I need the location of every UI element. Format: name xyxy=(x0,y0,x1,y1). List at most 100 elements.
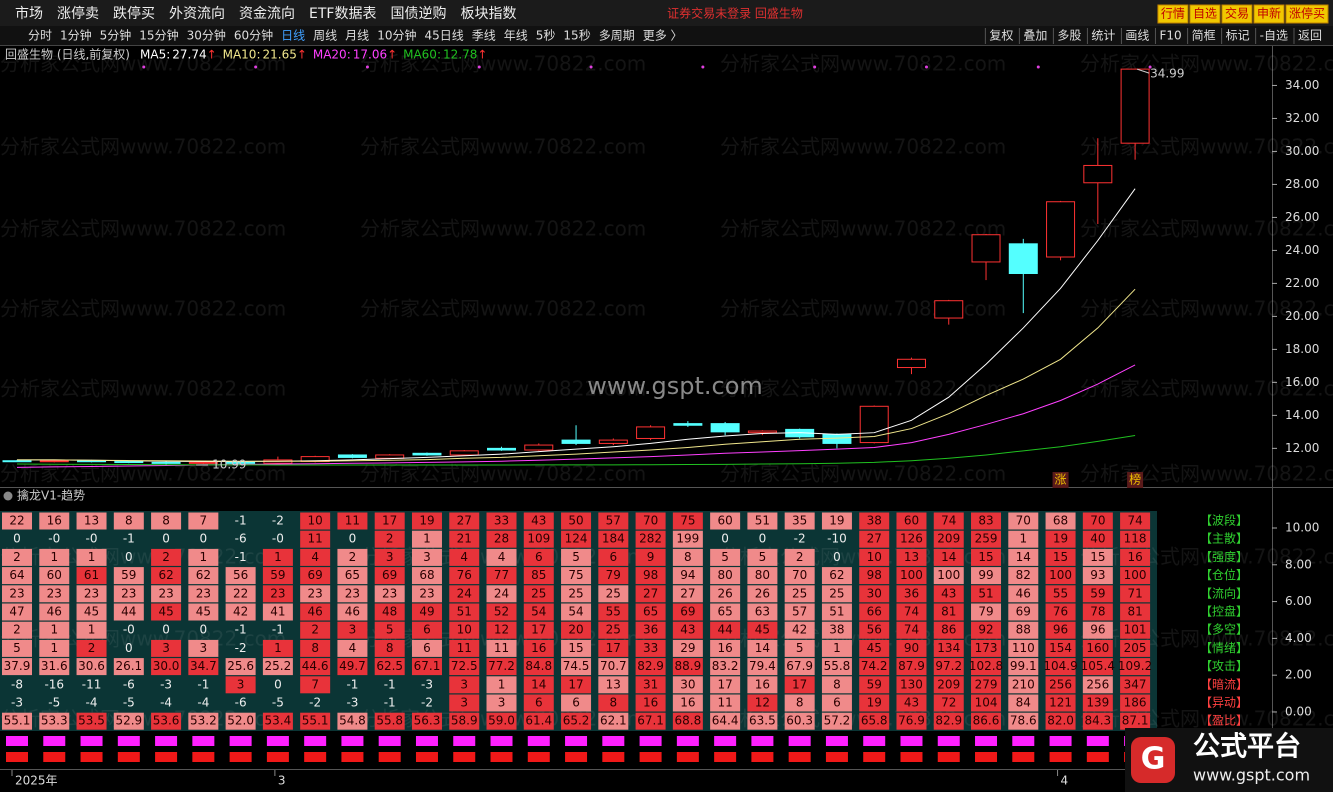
cell xyxy=(1120,512,1151,530)
cell xyxy=(561,530,592,548)
cell xyxy=(896,676,927,694)
cell xyxy=(933,676,964,694)
toolbar-button[interactable]: 标记 xyxy=(1226,29,1250,43)
toolbar-item[interactable]: 月线 xyxy=(345,29,369,43)
cell-value: 4 xyxy=(349,641,357,655)
menu-item[interactable]: 涨停卖 xyxy=(57,5,99,22)
cell-value: -1 xyxy=(346,677,358,691)
toolbar-button[interactable]: 多股 xyxy=(1057,29,1081,43)
chart-title: 回盛生物 (日线,前复权) xyxy=(5,47,130,62)
menu-item[interactable]: 国债逆购 xyxy=(390,6,446,22)
toolbar-item[interactable]: 周线 xyxy=(313,29,337,43)
top-button[interactable]: 自选 xyxy=(1189,4,1221,24)
bar-bottom xyxy=(1086,752,1109,762)
top-button[interactable]: 申新 xyxy=(1253,4,1285,24)
candle-body xyxy=(375,454,405,459)
cell xyxy=(374,712,405,730)
cell xyxy=(598,694,629,712)
toolbar-item[interactable]: 日线 xyxy=(281,29,305,43)
toolbar-item[interactable]: 5分钟 xyxy=(100,28,132,43)
menu-item[interactable]: 跌停买 xyxy=(113,5,155,22)
cell-value: 8 xyxy=(609,696,617,710)
toolbar-item[interactable]: 5秒 xyxy=(536,29,556,43)
cell xyxy=(151,512,182,530)
toolbar-item[interactable]: 15秒 xyxy=(563,29,590,43)
toolbar-button[interactable]: F10 xyxy=(1159,29,1181,43)
cell-value: -16 xyxy=(44,677,64,691)
cell-value: 79 xyxy=(978,605,993,619)
toolbar-item[interactable]: 1分钟 xyxy=(60,28,92,43)
top-button[interactable]: 涨停买 xyxy=(1285,4,1329,24)
toolbar-item[interactable]: 多周期 xyxy=(599,29,635,43)
cell-value: 16 xyxy=(755,677,770,691)
menu-item[interactable]: 资金流向 xyxy=(239,6,295,22)
cell xyxy=(784,658,815,676)
cell-value: 65.2 xyxy=(563,714,590,728)
cell-value: 82 xyxy=(1016,568,1031,582)
cell xyxy=(449,658,480,676)
cell-value: 24 xyxy=(457,586,472,600)
toolbar-button[interactable]: 简框 xyxy=(1192,29,1216,43)
cell xyxy=(1045,712,1076,730)
cell xyxy=(635,712,666,730)
cell-value: 5 xyxy=(13,641,21,655)
cell-value: 17 xyxy=(717,677,732,691)
toolbar-item[interactable]: 更多 〉 xyxy=(643,29,683,43)
dot xyxy=(924,65,928,69)
cell-value: 34.7 xyxy=(190,659,217,673)
toolbar-item[interactable]: 45日线 xyxy=(424,29,463,43)
cell-value: 1 xyxy=(423,532,431,546)
toolbar-item[interactable]: 30分钟 xyxy=(187,28,226,43)
menu-item[interactable]: 板块指数 xyxy=(460,6,516,22)
menu-item[interactable]: ETF数据表 xyxy=(309,6,376,22)
cell xyxy=(411,530,442,548)
cell-value: -1 xyxy=(272,623,284,637)
toolbar-item[interactable]: 60分钟 xyxy=(234,28,273,43)
cell xyxy=(821,567,852,585)
cell xyxy=(486,512,517,530)
cell-value: 205 xyxy=(1124,641,1147,655)
top-button[interactable]: 行情 xyxy=(1157,4,1189,24)
cell xyxy=(262,603,293,621)
toolbar-button[interactable]: 叠加 xyxy=(1023,29,1047,43)
toolbar-item[interactable]: 10分钟 xyxy=(377,28,416,43)
bar-bottom xyxy=(1012,752,1035,762)
cell-value: 14 xyxy=(531,677,546,691)
cell xyxy=(598,658,629,676)
cell xyxy=(896,694,927,712)
toolbar-button[interactable]: 返回 xyxy=(1298,29,1322,43)
cell-value: 54 xyxy=(531,605,546,619)
cell-value: 97.2 xyxy=(935,659,962,673)
cell-value: 0 xyxy=(125,641,133,655)
cell-value: 1 xyxy=(498,677,506,691)
cell-value: 60.3 xyxy=(786,714,813,728)
cell-value: 88 xyxy=(1016,623,1031,637)
toolbar-button[interactable]: 统计 xyxy=(1091,29,1115,43)
cell xyxy=(1008,676,1039,694)
cell-value: 75 xyxy=(568,568,583,582)
cell xyxy=(1045,621,1076,639)
top-button[interactable]: 交易 xyxy=(1221,4,1253,24)
toolbar-button[interactable]: 画线 xyxy=(1125,29,1149,43)
cell-value: 23 xyxy=(84,586,99,600)
toolbar-item[interactable]: 分时 xyxy=(28,29,52,43)
cell xyxy=(300,676,331,694)
cell-value: 100 xyxy=(1049,568,1072,582)
cell-value: 16 xyxy=(531,641,546,655)
cell xyxy=(486,548,517,566)
toolbar-item[interactable]: 季线 xyxy=(472,29,496,43)
cell xyxy=(710,512,741,530)
bar-bottom xyxy=(415,752,438,762)
cell-value: 1 xyxy=(1019,532,1027,546)
menu-item[interactable]: 外资流向 xyxy=(169,6,225,22)
toolbar-button[interactable]: -自选 xyxy=(1260,29,1288,43)
toolbar-item[interactable]: 15分钟 xyxy=(139,28,178,43)
toolbar-item[interactable]: 年线 xyxy=(504,29,528,43)
cell xyxy=(821,603,852,621)
cell-value: 67.9 xyxy=(786,659,813,673)
toolbar-button[interactable]: 复权 xyxy=(989,29,1013,43)
button-box xyxy=(1157,4,1189,24)
menu-item[interactable]: 市场 xyxy=(15,5,43,22)
cell xyxy=(561,567,592,585)
cell-value: 2 xyxy=(386,532,394,546)
